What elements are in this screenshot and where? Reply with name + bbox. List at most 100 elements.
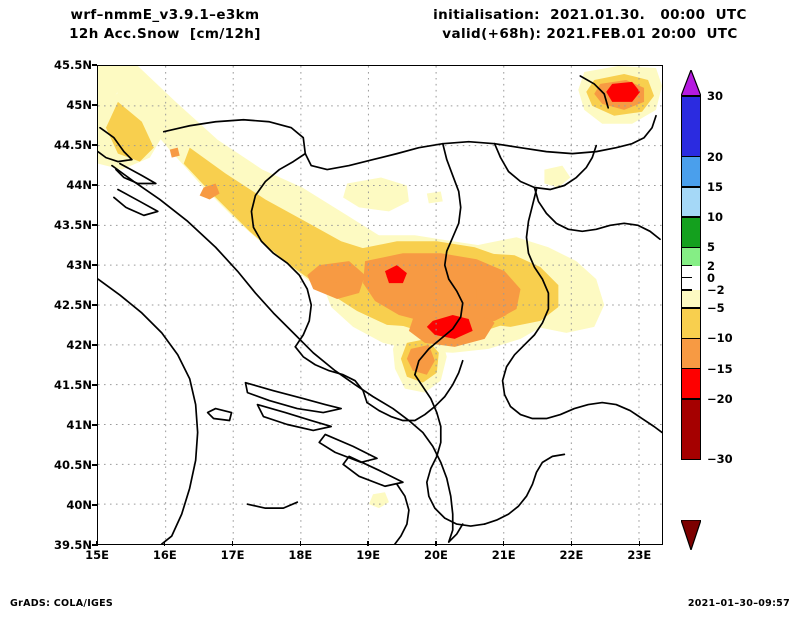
initialisation-time-label: initialisation: 2021.01.30. 00:00 UTC — [433, 7, 747, 23]
latitude-tick — [92, 344, 97, 346]
contour-minus2-north-patch — [343, 177, 409, 212]
colorbar-tick-label: −10 — [707, 331, 733, 346]
colorbar-band — [681, 156, 701, 187]
coast-adriatic-mainland — [111, 164, 454, 543]
colorbar-level-divider — [681, 155, 701, 158]
contour-minus10-east-lobe-b — [482, 305, 507, 321]
border-macedonia-greece — [483, 453, 566, 525]
peak-core-dinaric — [386, 270, 396, 280]
colorbar-tick-label: −20 — [707, 391, 733, 406]
latitude-tick — [92, 504, 97, 506]
colorbar-level-divider — [681, 337, 701, 339]
latitude-label: 42.5N — [54, 298, 92, 312]
longitude-tick — [299, 541, 302, 546]
colorbar-level-divider — [681, 367, 701, 370]
contour-minus10-east-lobe — [476, 281, 503, 302]
longitude-tick-marks — [96, 540, 663, 546]
island-brac-hvar — [244, 381, 342, 414]
colorbar-band — [681, 308, 701, 339]
latitude-tick — [92, 144, 97, 146]
island-mljet — [342, 455, 404, 488]
header-right-block: initialisation: 2021.01.30. 00:00 UTC va… — [390, 6, 790, 44]
map-plot-area[interactable] — [97, 65, 663, 545]
border-kosovo-macedonia — [414, 373, 486, 527]
longitude-label: 15E — [85, 548, 109, 562]
colorbar-top-arrow-icon — [681, 70, 701, 96]
contour-minus10-macedonia-core — [406, 344, 435, 375]
longitude-tick — [435, 541, 437, 546]
latitude-label: 41.5N — [54, 378, 92, 392]
colorbar-bottom-arrow-icon — [681, 520, 701, 550]
contour-minus2-small-patch-a — [426, 191, 443, 204]
latitude-label: 45N — [66, 98, 92, 112]
longitude-label: 17E — [220, 548, 245, 562]
river-vardar — [394, 483, 410, 544]
contour-minus2-south-patch — [369, 492, 389, 509]
colorbar-tick-label: −2 — [707, 282, 725, 297]
colorbar-tick-label: −30 — [707, 452, 733, 467]
border-croatia-hungary — [162, 114, 657, 171]
latitude-label: 39.5N — [54, 538, 92, 552]
longitude-label: 20E — [423, 548, 448, 562]
latitude-label: 44N — [66, 178, 92, 192]
latitude-tick — [92, 384, 97, 386]
field-name-label: 12h Acc.Snow [cm/12h] — [69, 26, 261, 42]
colorbar-tick-label: 2 — [707, 258, 716, 273]
longitude-label: 18E — [288, 548, 313, 562]
island-korcula — [256, 403, 333, 432]
coast-istria — [98, 126, 133, 163]
snow-contour-fills — [98, 66, 662, 509]
border-romania-north — [579, 75, 610, 109]
latitude-label: 43.5N — [54, 218, 92, 232]
latitude-tick-marks — [86, 64, 97, 546]
border-montenegro-north — [366, 359, 464, 422]
colorbar-legend[interactable]: −30 −20 −15 −10 −5 −2 0 2 5 10 15 20 30 — [681, 70, 733, 550]
longitude-label: 21E — [491, 548, 516, 562]
longitude-tick — [503, 541, 505, 546]
latitude-tick — [92, 64, 97, 66]
longitude-tick — [570, 541, 573, 546]
colorbar-tick-label: 0 — [707, 270, 716, 285]
border-albania-greece — [447, 523, 464, 543]
latitude-tick — [92, 224, 97, 226]
longitude-label: 23E — [627, 548, 652, 562]
header-left-block: wrf–nmmE_v3.9.1–e3km 12h Acc.Snow [cm/12… — [0, 6, 330, 44]
colorbar-band — [681, 277, 701, 290]
colorbar-level-divider — [681, 246, 701, 249]
colorbar-tick-label: 10 — [707, 210, 724, 225]
map-canvas — [98, 66, 662, 544]
colorbar-band — [681, 247, 701, 266]
longitude-tick — [164, 541, 166, 546]
colorbar-level-divider — [681, 398, 701, 400]
colorbar-band — [681, 368, 701, 399]
latitude-label: 44.5N — [54, 138, 92, 152]
longitude-label: 16E — [152, 548, 177, 562]
render-timestamp-label: 2021–01–30–09:57 — [687, 598, 790, 609]
colorbar-band — [681, 217, 701, 248]
peak-core-carpathian — [617, 85, 629, 97]
colorbar-level-divider — [681, 264, 692, 267]
grads-attribution-label: GrADS: COLA/IGES — [10, 598, 114, 609]
latitude-tick — [92, 424, 97, 426]
latitude-tick — [92, 304, 97, 306]
colorbar-band — [681, 338, 701, 369]
longitude-tick — [638, 541, 640, 546]
border-serbia-romania — [493, 142, 598, 191]
latitude-tick — [92, 464, 97, 466]
latitude-label: 45.5N — [54, 58, 92, 72]
island-krk — [115, 162, 157, 185]
latitude-label: 43N — [66, 258, 92, 272]
border-bosnia-serbia — [414, 142, 464, 376]
colorbar-band — [681, 186, 701, 218]
colorbar-level-divider — [681, 307, 701, 309]
border-croatia-bosnia-south — [294, 345, 368, 404]
colorbar-level-divider — [681, 289, 692, 291]
colorbar-band — [681, 265, 701, 278]
colorbar-tick-label: 5 — [707, 240, 716, 255]
island-pag — [113, 188, 159, 217]
colorbar-level-divider — [681, 216, 701, 218]
model-name-label: wrf–nmmE_v3.9.1–e3km — [70, 7, 260, 23]
colorbar-band — [681, 289, 701, 308]
colorbar-level-divider — [681, 277, 692, 279]
colorbar-tick-label: 15 — [707, 179, 724, 194]
